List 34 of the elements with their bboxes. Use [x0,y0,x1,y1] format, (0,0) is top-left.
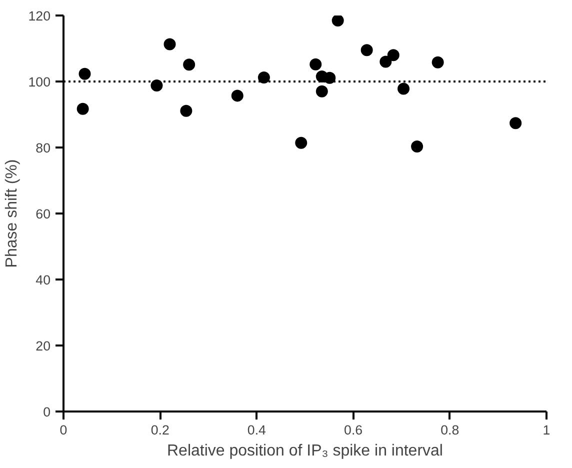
point [432,56,444,68]
y-tick-label: 0 [43,404,51,420]
y-axis-title: Phase shift (%) [3,159,20,268]
x-tick-label: 0.2 [150,422,170,438]
point [76,102,89,115]
point [231,90,244,102]
point [316,85,328,98]
x-axis-title: Relative position of IP₃ spike in interval [167,442,443,460]
y-tick-label: 100 [28,74,51,90]
point [164,38,176,50]
point [180,104,192,117]
point [360,44,373,56]
point [332,16,344,26]
x-tick-label: 0.6 [344,422,363,438]
point [411,140,424,152]
x-tick-label: 0.8 [440,422,460,438]
point [183,58,196,71]
x-tick-label: 1 [542,422,550,438]
point [510,117,522,130]
point [150,79,163,92]
point [295,136,308,149]
y-tick-label: 60 [36,206,51,222]
x-tick-label: 0 [60,422,68,438]
y-tick-label: 40 [36,272,51,288]
point [380,56,392,68]
point [398,82,410,95]
y-tick-label: 80 [36,140,51,156]
y-tick-label: 120 [28,8,51,24]
y-tick-label: 20 [36,338,51,354]
point [310,58,322,70]
point [78,68,91,80]
point [387,49,400,62]
x-tick-label: 0.4 [247,422,267,438]
point [258,72,270,84]
